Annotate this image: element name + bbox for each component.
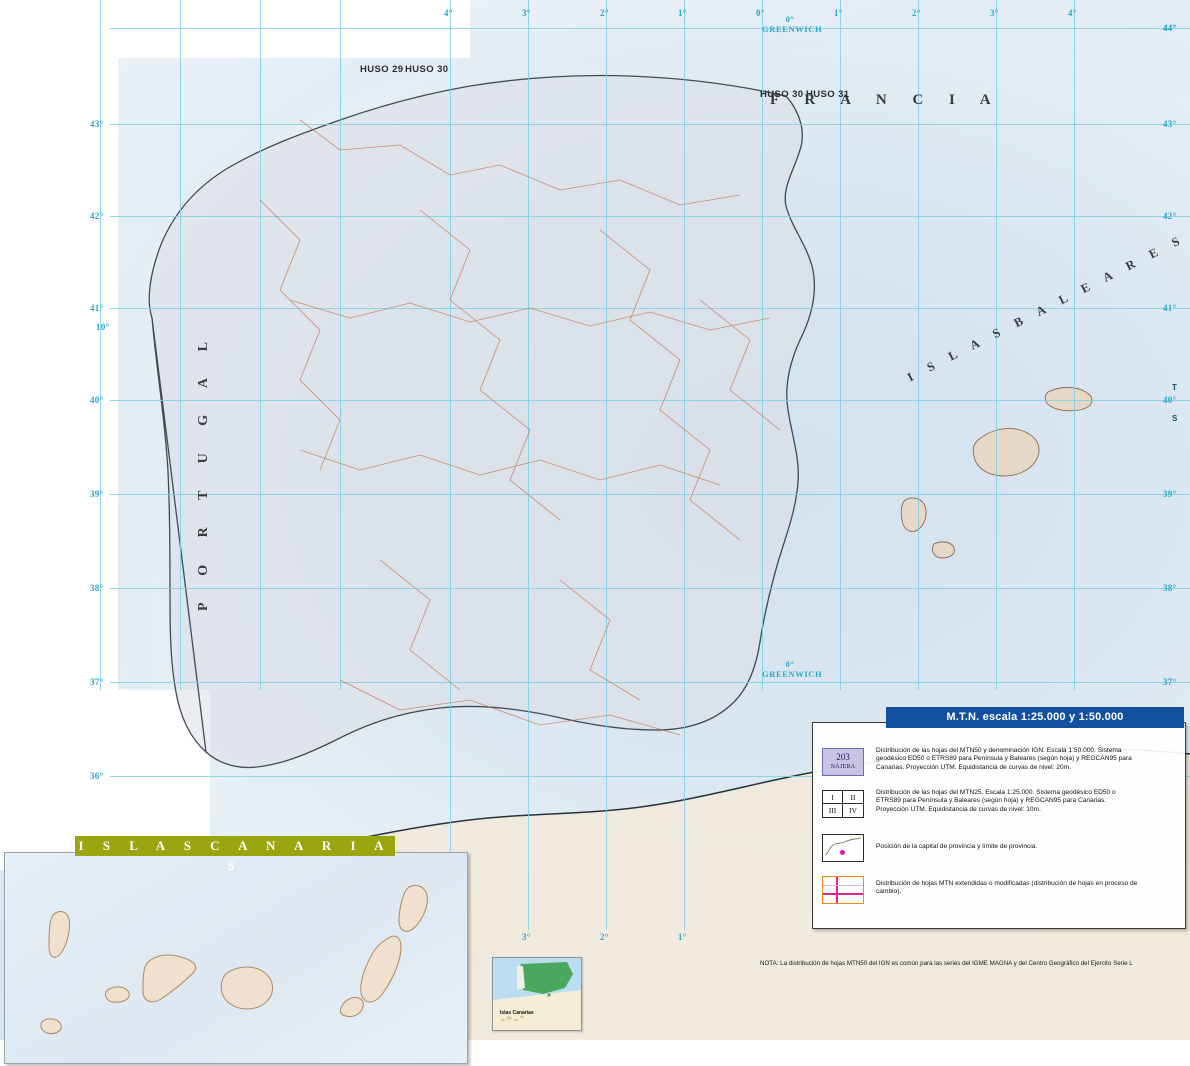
- legend-text-province-capital: Posición de la capital de provincia y lí…: [876, 843, 1038, 850]
- meridian-label-bottom: 1°: [678, 932, 687, 942]
- legend-capital-dot: [840, 850, 845, 855]
- parallel-label-left: 36°: [90, 771, 104, 781]
- meridian-line: [684, 0, 685, 690]
- meridian-label: 4°: [1068, 8, 1077, 18]
- parallel-label-left: 43°: [90, 119, 104, 129]
- huso-label-1: HUSO 30: [405, 64, 449, 75]
- meridian-label: 1°: [834, 8, 843, 18]
- quadrant-i: I: [823, 791, 843, 804]
- greenwich-bottom-deg: 0°: [785, 659, 795, 669]
- quadrant-iii: III: [823, 804, 843, 817]
- parallel-label-left: 37°: [90, 677, 104, 687]
- greenwich-top: 0° GREENWICH: [762, 14, 823, 34]
- extended-vline: [836, 877, 838, 903]
- meridian-label-bottom: 2°: [600, 932, 609, 942]
- extended-hline-light: [823, 885, 863, 886]
- parallel-label-right: 44°: [1163, 23, 1177, 33]
- legend-header: M.T.N. escala 1:25.000 y 1:50.000: [886, 707, 1184, 728]
- parallel-line: [110, 400, 1190, 401]
- meridian-label-10: 10°: [96, 322, 110, 332]
- meridian-line: [762, 0, 763, 690]
- parallel-label-right: 39°: [1163, 489, 1177, 499]
- locator-label: Islas Canarias: [500, 1010, 534, 1016]
- meridian-line: [840, 0, 841, 690]
- parallel-label-right: 38°: [1163, 583, 1177, 593]
- parallel-line: [110, 216, 1190, 217]
- parallel-label-left: 39°: [90, 489, 104, 499]
- meridian-label: 2°: [912, 8, 921, 18]
- meridian-line: [260, 0, 261, 690]
- parallel-label-right: 41°: [1163, 303, 1177, 313]
- meridian-label: 1°: [678, 8, 687, 18]
- parallel-label-right: 42°: [1163, 211, 1177, 221]
- meridian-label-bottom: 3°: [522, 932, 531, 942]
- parallel-label-44: 44°: [1163, 23, 1177, 33]
- parallel-line: [110, 588, 1190, 589]
- greenwich-top-deg: 0°: [785, 14, 795, 24]
- parallel-label-right: 40°: [1163, 395, 1177, 405]
- legend-symbol-mtn25-quadrants: I II III IV: [822, 790, 864, 818]
- legend-sheet-name: NÁJERA: [830, 764, 856, 770]
- legend-symbol-mtn50-sheet: 203 NÁJERA: [822, 748, 864, 776]
- parallel-line: [110, 124, 1190, 125]
- country-label-portugal: P O R T U G A L: [196, 330, 211, 612]
- legend-text-extended-sheets: Distribución de hojas MTN extendidas o m…: [876, 880, 1138, 896]
- meridian-line: [1074, 0, 1075, 690]
- meridian-line: [450, 0, 451, 690]
- legend-text-mtn50: Distribución de las hojas del MTN50 y de…: [876, 747, 1132, 771]
- meridian-line: [606, 0, 607, 690]
- meridian-line: [528, 0, 529, 690]
- parallel-line: [110, 308, 1190, 309]
- parallel-line: [110, 682, 1190, 683]
- legend-text-mtn25: Distribución de las hojas del MTN25. Esc…: [876, 789, 1116, 813]
- locator-minimap: [492, 957, 582, 1031]
- greenwich-bottom-name: GREENWICH: [762, 669, 823, 679]
- parallel-line: [110, 494, 1190, 495]
- greenwich-top-name: GREENWICH: [762, 24, 823, 34]
- meridian-label: 3°: [990, 8, 999, 18]
- parallel-line: [110, 776, 1190, 777]
- legend-symbol-province-capital: [822, 834, 864, 862]
- meridian-label: 0°: [756, 8, 765, 18]
- parallel-label-right: 43°: [1163, 119, 1177, 129]
- legend-panel: [812, 722, 1186, 929]
- meridian-line: [100, 0, 101, 690]
- meridian-label: 2°: [600, 8, 609, 18]
- parallel-line: [110, 28, 1190, 29]
- extended-hline: [823, 893, 863, 895]
- parallel-label-right: 37°: [1163, 677, 1177, 687]
- greenwich-bottom: 0° GREENWICH: [762, 659, 823, 679]
- canary-inset-title: I S L A S C A N A R I A S: [75, 836, 395, 873]
- meridian-line: [180, 0, 181, 690]
- edge-letter-t: T: [1172, 383, 1177, 392]
- huso-label-2: HUSO 30: [760, 89, 804, 100]
- parallel-label-left: 41°: [90, 303, 104, 313]
- meridian-line-bottom: [450, 690, 451, 930]
- edge-letter-s: S: [1172, 414, 1178, 423]
- meridian-line-bottom: [606, 690, 607, 930]
- canary-islands-inset[interactable]: [4, 852, 468, 1064]
- legend-note: NOTA: La distribución de hojas MTN50 del…: [760, 960, 1133, 967]
- parallel-label-left: 38°: [90, 583, 104, 593]
- quadrant-iv: IV: [849, 806, 857, 815]
- meridian-label: 3°: [522, 8, 531, 18]
- meridian-line-bottom: [684, 690, 685, 930]
- country-label-francia: F R A N C I A: [770, 92, 1002, 108]
- legend-sheet-number: 203: [836, 752, 850, 762]
- meridian-line: [340, 0, 341, 690]
- left-white-margin: [0, 0, 118, 690]
- meridian-line: [918, 0, 919, 690]
- huso-label-0: HUSO 29: [360, 64, 404, 75]
- meridian-line: [996, 0, 997, 690]
- parallel-label-left: 40°: [90, 395, 104, 405]
- meridian-label: 4°: [444, 8, 453, 18]
- legend-symbol-extended-sheets: [822, 876, 864, 904]
- quadrant-ii: II: [843, 791, 863, 804]
- huso-label-3: HUSO 31: [806, 89, 850, 100]
- meridian-line-bottom: [528, 690, 529, 930]
- parallel-label-left: 42°: [90, 211, 104, 221]
